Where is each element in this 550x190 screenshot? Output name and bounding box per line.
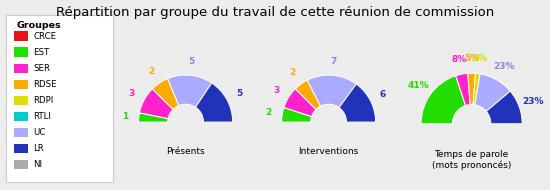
Wedge shape: [139, 113, 168, 122]
FancyBboxPatch shape: [14, 80, 28, 89]
FancyBboxPatch shape: [14, 128, 28, 137]
FancyBboxPatch shape: [14, 31, 28, 41]
Text: 3: 3: [129, 89, 135, 98]
Wedge shape: [468, 73, 476, 105]
FancyBboxPatch shape: [6, 15, 113, 182]
Wedge shape: [339, 84, 376, 122]
Text: 23%: 23%: [493, 62, 515, 71]
Text: RDPI: RDPI: [34, 96, 54, 105]
FancyBboxPatch shape: [14, 48, 28, 57]
Text: Présents: Présents: [166, 146, 205, 156]
Text: 7: 7: [330, 57, 337, 66]
Wedge shape: [284, 89, 316, 116]
Wedge shape: [421, 76, 466, 124]
Text: 1: 1: [122, 112, 128, 121]
Text: Interventions: Interventions: [299, 146, 359, 156]
Text: Temps de parole
(mots prononcés): Temps de parole (mots prononcés): [432, 150, 512, 170]
Wedge shape: [140, 89, 173, 119]
Text: 8%: 8%: [451, 55, 466, 64]
Wedge shape: [152, 79, 179, 109]
Text: Répartition par groupe du travail de cette réunion de commission: Répartition par groupe du travail de cet…: [56, 6, 494, 19]
Wedge shape: [307, 75, 356, 108]
Text: Groupes: Groupes: [16, 21, 61, 30]
Wedge shape: [295, 80, 321, 109]
Text: UC: UC: [34, 128, 46, 137]
Text: 3: 3: [273, 86, 279, 95]
Text: 41%: 41%: [408, 81, 429, 90]
Text: 5: 5: [236, 89, 243, 98]
FancyBboxPatch shape: [14, 96, 28, 105]
Wedge shape: [168, 75, 212, 107]
Text: 3%: 3%: [472, 54, 487, 63]
Text: EST: EST: [34, 48, 50, 57]
Text: 5%: 5%: [464, 54, 479, 63]
Text: CRCE: CRCE: [34, 32, 57, 41]
Text: NI: NI: [34, 160, 42, 169]
Wedge shape: [196, 83, 233, 122]
Wedge shape: [486, 91, 522, 124]
FancyBboxPatch shape: [14, 112, 28, 121]
FancyBboxPatch shape: [14, 63, 28, 73]
Text: 2: 2: [265, 108, 271, 117]
Text: 23%: 23%: [522, 97, 544, 106]
Text: RTLI: RTLI: [34, 112, 51, 121]
Wedge shape: [475, 74, 510, 111]
Text: 6: 6: [380, 90, 386, 99]
Text: 5: 5: [189, 57, 195, 66]
Text: RDSE: RDSE: [34, 80, 57, 89]
Text: LR: LR: [34, 144, 44, 153]
FancyBboxPatch shape: [14, 144, 28, 153]
Text: 2: 2: [289, 68, 296, 77]
Wedge shape: [282, 108, 312, 122]
Wedge shape: [456, 73, 470, 105]
FancyBboxPatch shape: [14, 160, 28, 169]
Text: 2: 2: [148, 67, 155, 76]
Text: SER: SER: [34, 64, 51, 73]
Wedge shape: [473, 73, 480, 105]
